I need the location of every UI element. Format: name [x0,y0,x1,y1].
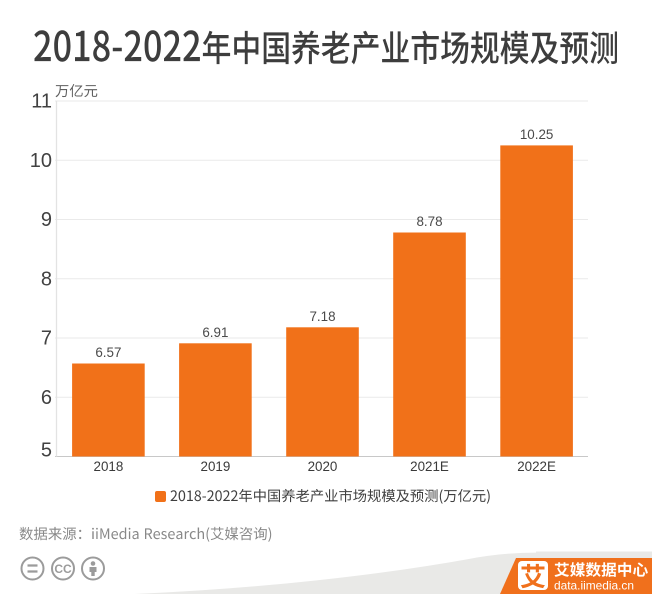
svg-text:7: 7 [41,328,52,350]
svg-text:5: 5 [41,440,52,462]
svg-text:9: 9 [41,209,52,231]
svg-text:8: 8 [41,268,52,290]
svg-text:6.91: 6.91 [202,325,228,340]
svg-text:CC: CC [54,562,72,576]
svg-text:2018: 2018 [94,459,124,474]
svg-text:7.18: 7.18 [309,309,335,324]
svg-text:11: 11 [31,91,52,113]
svg-text:2022E: 2022E [517,459,556,474]
svg-text:6: 6 [41,387,52,409]
svg-text:2020: 2020 [308,459,338,474]
svg-text:8.78: 8.78 [416,214,442,229]
svg-text:data.iimedia.cn: data.iimedia.cn [554,579,634,593]
svg-text:10.25: 10.25 [520,127,554,142]
svg-text:2021E: 2021E [410,459,449,474]
svg-text:6.57: 6.57 [95,345,121,360]
svg-text:2019: 2019 [201,459,231,474]
svg-text:10: 10 [30,150,52,172]
